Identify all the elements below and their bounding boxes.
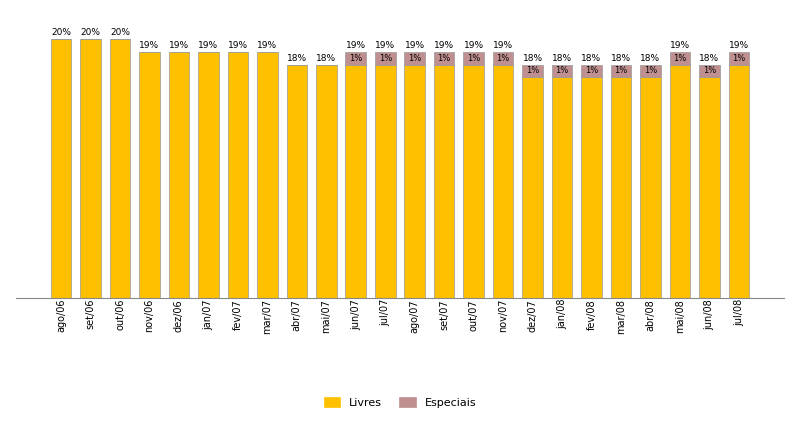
Bar (139, 51, 160, 298)
Bar (640, 77, 661, 298)
Text: 19%: 19% (257, 41, 277, 50)
Text: 1%: 1% (408, 54, 421, 62)
Text: 1%: 1% (584, 66, 598, 76)
Text: 1%: 1% (615, 66, 627, 76)
Bar (669, 65, 690, 298)
Text: 19%: 19% (405, 41, 425, 50)
Bar (110, 39, 131, 298)
Bar (581, 77, 602, 298)
Text: 18%: 18% (287, 54, 307, 63)
Bar (611, 77, 631, 298)
Text: 1%: 1% (673, 54, 687, 62)
Text: 18%: 18% (699, 54, 719, 63)
Legend: Livres, Especiais: Livres, Especiais (321, 394, 479, 411)
Bar (375, 65, 395, 298)
Bar (669, 51, 690, 65)
Bar (257, 51, 278, 298)
Text: 19%: 19% (434, 41, 455, 50)
Bar (80, 39, 101, 298)
Text: 1%: 1% (733, 54, 745, 62)
Text: 1%: 1% (644, 66, 657, 76)
Bar (493, 65, 513, 298)
Bar (287, 65, 307, 298)
Bar (729, 65, 749, 298)
Bar (463, 65, 484, 298)
Text: 20%: 20% (81, 28, 101, 37)
Text: 1%: 1% (497, 54, 510, 62)
Bar (552, 65, 573, 77)
Bar (169, 51, 189, 298)
Text: 18%: 18% (641, 54, 661, 63)
Bar (316, 65, 337, 298)
Text: 1%: 1% (437, 54, 451, 62)
Text: 18%: 18% (581, 54, 602, 63)
Bar (51, 39, 71, 298)
Bar (405, 51, 425, 65)
Text: 1%: 1% (526, 66, 539, 76)
Text: 19%: 19% (139, 41, 159, 50)
Text: 1%: 1% (379, 54, 392, 62)
Bar (699, 77, 720, 298)
Text: 18%: 18% (523, 54, 543, 63)
Bar (434, 51, 455, 65)
Bar (640, 65, 661, 77)
Text: 19%: 19% (345, 41, 366, 50)
Bar (198, 51, 219, 298)
Text: 19%: 19% (670, 41, 690, 50)
Text: 19%: 19% (493, 41, 513, 50)
Text: 19%: 19% (729, 41, 749, 50)
Text: 19%: 19% (169, 41, 189, 50)
Bar (729, 51, 749, 65)
Bar (227, 51, 248, 298)
Bar (611, 65, 631, 77)
Bar (375, 51, 395, 65)
Text: 18%: 18% (316, 54, 337, 63)
Bar (463, 51, 484, 65)
Bar (699, 65, 720, 77)
Bar (493, 51, 513, 65)
Bar (405, 65, 425, 298)
Text: 20%: 20% (110, 28, 130, 37)
Bar (522, 65, 543, 77)
Text: 20%: 20% (51, 28, 71, 37)
Text: 1%: 1% (703, 66, 716, 76)
Text: 1%: 1% (555, 66, 569, 76)
Text: 18%: 18% (552, 54, 572, 63)
Bar (552, 77, 573, 298)
Bar (345, 65, 366, 298)
Bar (345, 51, 366, 65)
Bar (434, 65, 455, 298)
Text: 19%: 19% (198, 41, 219, 50)
Bar (522, 77, 543, 298)
Bar (581, 65, 602, 77)
Text: 1%: 1% (349, 54, 363, 62)
Text: 1%: 1% (467, 54, 480, 62)
Text: 18%: 18% (611, 54, 631, 63)
Text: 19%: 19% (375, 41, 395, 50)
Text: 19%: 19% (463, 41, 484, 50)
Text: 19%: 19% (228, 41, 248, 50)
